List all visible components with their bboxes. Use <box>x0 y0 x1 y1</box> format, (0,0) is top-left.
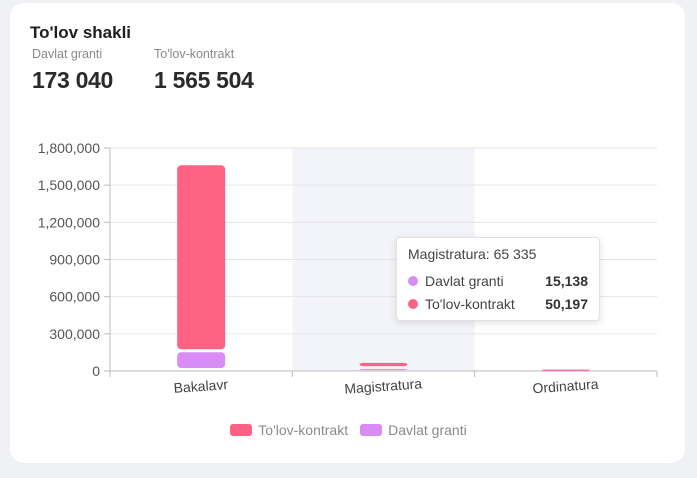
tooltip-title: Magistratura: 65 335 <box>408 246 537 262</box>
stat-contract: To'lov-kontrakt 1 565 504 <box>154 47 254 94</box>
stat-value: 173 040 <box>32 67 114 93</box>
y-tick-label: 0 <box>92 363 100 379</box>
bar-to-lov-kontrakt <box>177 165 226 350</box>
legend-item-contract[interactable]: To'lov-kontrakt <box>230 422 348 438</box>
chart-tooltip: Magistratura: 65 335 Davlat granti 15,13… <box>396 237 600 321</box>
tooltip-row-contract: To'lov-kontrakt 50,197 <box>408 292 588 315</box>
stat-state-grant: Davlat granti 173 040 <box>32 47 113 94</box>
legend-swatch <box>360 424 383 436</box>
tooltip-series-name: To'lov-kontrakt <box>425 295 515 312</box>
stat-value: 1 565 504 <box>154 67 254 93</box>
bar-davlat-granti <box>359 369 408 371</box>
tooltip-series-value: 50,197 <box>545 295 588 312</box>
legend-label: Davlat granti <box>388 422 467 438</box>
card-title: To'lov shakli <box>30 23 132 42</box>
x-tick-label: Ordinatura <box>532 376 599 397</box>
tooltip-row-grant: Davlat granti 15,138 <box>408 269 588 292</box>
bar-davlat-granti <box>177 352 226 368</box>
chart-legend: To'lov-kontrakt Davlat granti <box>0 422 697 438</box>
bar-to-lov-kontrakt <box>541 369 590 371</box>
tooltip-dot <box>408 298 418 309</box>
x-tick-label: Bakalavr <box>173 376 229 396</box>
legend-label: To'lov-kontrakt <box>258 422 349 438</box>
y-tick-label: 1,800,000 <box>38 140 100 156</box>
y-tick-label: 1,500,000 <box>38 177 100 193</box>
y-tick-label: 1,200,000 <box>38 214 100 230</box>
bar-to-lov-kontrakt <box>359 362 408 367</box>
tooltip-dot <box>408 275 418 286</box>
legend-item-grant[interactable]: Davlat granti <box>360 422 467 438</box>
y-tick-label: 300,000 <box>49 326 100 342</box>
legend-swatch <box>230 424 253 436</box>
tooltip-series-value: 15,138 <box>545 272 588 289</box>
stat-label: Davlat granti <box>32 47 103 61</box>
y-tick-label: 600,000 <box>49 289 100 305</box>
tooltip-series-name: Davlat granti <box>425 272 504 289</box>
payment-form-card: To'lov shakli Davlat granti 173 040 To'l… <box>10 3 685 463</box>
stat-label: To'lov-kontrakt <box>154 47 235 61</box>
y-tick-label: 900,000 <box>49 252 100 268</box>
x-tick-label: Magistratura <box>344 375 423 396</box>
